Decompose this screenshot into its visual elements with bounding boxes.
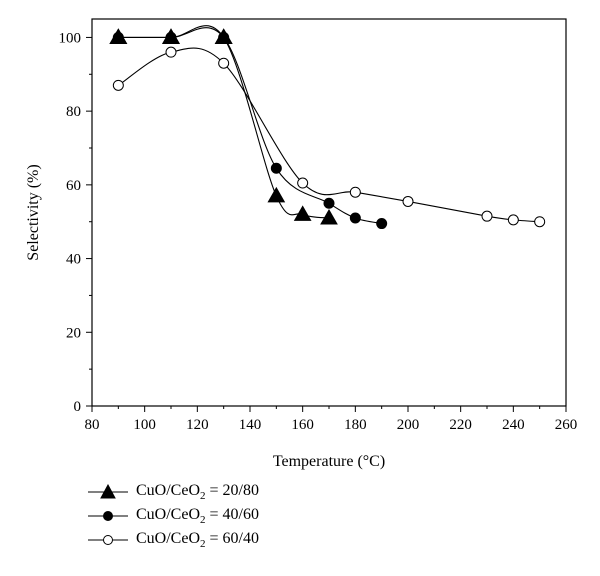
x-tick-label-180: 180 [344, 417, 367, 433]
point-s1-5 [349, 212, 361, 224]
point-outline-s0-1 [161, 28, 181, 45]
legend-circle-filled-icon [88, 511, 128, 521]
y-tick-label-0: 0 [74, 399, 82, 415]
y-tick-label-40: 40 [66, 252, 81, 268]
x-axis-title: Temperature (°C) [273, 453, 385, 470]
legend-item-40-60: CuO/CeO2 = 40/60 [88, 504, 259, 528]
legend: CuO/CeO2 = 20/80 CuO/CeO2 = 40/60 CuO/Ce… [88, 480, 259, 552]
x-tick-label-160: 160 [291, 417, 314, 433]
point-s2-6 [481, 210, 493, 222]
axes: 80 100 120 140 160 180 200 220 240 260 0 20 40 60 80 10… [59, 18, 578, 433]
point-s1-3 [270, 162, 282, 174]
selectivity-chart: 80 100 120 140 160 180 200 220 240 260 0 20 40 60 80 10… [25, 18, 578, 470]
legend-label-40-60: CuO/CeO2 = 40/60 [136, 505, 259, 527]
point-s2-7 [507, 214, 519, 226]
y-tick-label-80: 80 [66, 104, 81, 120]
legend-item-60-40: CuO/CeO2 = 60/40 [88, 528, 259, 552]
series-line-2 [118, 47, 540, 223]
legend-label-60-40: CuO/CeO2 = 60/40 [136, 529, 259, 551]
x-tick-label-220: 220 [449, 417, 472, 433]
x-tick-label-80: 80 [85, 417, 100, 433]
point-s0-5 [320, 209, 338, 225]
point-outline-s0-2 [214, 28, 233, 45]
legend-item-20-80: CuO/CeO2 = 20/80 [88, 480, 259, 504]
x-tick-label-100: 100 [133, 417, 156, 433]
point-s1-4 [323, 197, 335, 209]
x-tick-label-120: 120 [186, 417, 209, 433]
x-tick-label-140: 140 [239, 417, 262, 433]
point-s2-8 [534, 216, 546, 228]
point-s2-2 [218, 57, 230, 69]
x-tick-label-260: 260 [555, 417, 578, 433]
legend-label-20-80: CuO/CeO2 = 20/80 [136, 481, 259, 503]
point-outline-s0-0 [109, 28, 128, 45]
point-s2-4 [349, 186, 361, 198]
point-s1-6 [376, 218, 388, 230]
y-tick-label-100: 100 [59, 30, 82, 46]
point-s2-0 [112, 79, 124, 91]
series-lines [118, 25, 540, 225]
point-s2-5 [402, 195, 414, 207]
legend-triangle-filled-icon [88, 484, 128, 499]
point-s2-3 [297, 177, 309, 189]
legend-circle-open-icon [88, 535, 128, 545]
point-s0-0 [109, 28, 128, 44]
y-tick-label-20: 20 [66, 325, 81, 341]
point-s2-1 [165, 46, 177, 58]
y-axis-title: Selectivity (%) [25, 164, 42, 260]
point-s0-4 [293, 205, 312, 221]
x-tick-label-200: 200 [397, 417, 420, 433]
point-s0-3 [267, 186, 286, 203]
y-tick-label-60: 60 [66, 178, 81, 194]
x-tick-label-240: 240 [502, 417, 525, 433]
series-markers [109, 28, 546, 230]
